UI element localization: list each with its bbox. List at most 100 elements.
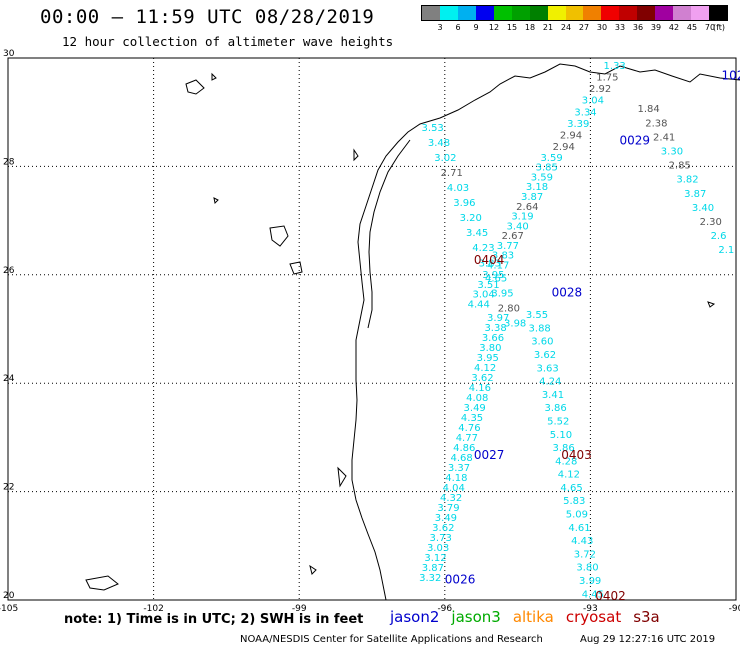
coast-island [213,197,219,205]
legend-swatch [565,6,584,20]
wave-height-value: 2.67 [502,231,524,242]
wave-height-value: 4.65 [560,483,582,494]
wave-height-value: 4.23 [472,243,494,254]
wave-height-value: 1.75 [596,72,618,83]
satellite-label: cryosat [565,608,622,626]
legend-swatch [422,6,440,20]
wave-height-value: 4.17 [487,260,509,271]
wave-height-value: 5.09 [566,510,588,521]
wave-height-value: 3.87 [521,192,543,203]
legend-tick-label: 21 [542,23,554,32]
wave-height-value: 3.55 [526,310,548,321]
coast-island [85,575,119,591]
wave-height-value: 3.77 [497,241,519,252]
legend-tick-label: 27 [578,23,590,32]
wave-height-value: 3.03 [427,543,449,554]
legend-tick-label: 9 [473,23,479,32]
pass-id-label: 0402 [595,589,626,603]
wave-height-value: 3.87 [684,189,706,200]
timestamp-text: Aug 29 12:27:16 UTC 2019 [580,634,716,645]
y-tick-label: 28 [3,157,15,167]
wave-height-value: 3.41 [542,390,564,401]
wave-height-value: 3.83 [479,258,501,269]
legend-tick-label: 12 [488,23,500,32]
satellite-label: altika [512,608,554,626]
wave-height-value: 4.18 [445,473,467,484]
wave-height-value: 3.60 [531,337,553,348]
map-frame [7,57,737,601]
wave-height-value: 3.73 [430,533,452,544]
wave-height-value: 2.85 [669,161,691,172]
wave-height-values: 3.323.873.123.033.733.623.493.794.324.04… [419,61,734,600]
wave-height-value: 3.80 [576,563,598,574]
wave-height-value: 4.24 [539,377,561,388]
y-tick-label: 24 [3,374,15,384]
legend-swatch [583,6,602,20]
legend-swatch [439,6,458,20]
pass-id-label: 1024 [721,69,740,83]
wave-height-value: 4.04 [443,483,465,494]
wave-height-value: 3.88 [529,323,551,334]
x-tick-label: -102 [143,604,163,614]
wave-height-value: 3.34 [574,107,596,118]
legend-swatch [619,6,638,20]
wave-height-value: 3.97 [487,313,509,324]
legend-tick-label: 30 [596,23,608,32]
x-tick-label: -90 [729,604,740,614]
map-subtitle: 12 hour collection of altimeter wave hei… [62,34,394,49]
legend-swatch [637,6,656,20]
wave-height-value: 4.45 [582,589,604,600]
wave-height-value: 4.77 [456,433,478,444]
x-tick-label: -96 [437,604,452,614]
legend-tick-label: 6 [455,23,461,32]
satellite-label: jason2 [390,608,440,626]
satellite-legend: jason2 jason3 altika cryosat s3a [390,608,672,626]
wave-height-value: 3.40 [692,203,714,214]
wave-height-value: 3.32 [419,573,441,584]
wave-height-value: 4.32 [440,493,462,504]
pass-id-label: 0027 [474,448,505,462]
wave-height-value: 4.35 [461,413,483,424]
coast-lake [211,72,217,81]
legend-tick-label: 70 [704,23,716,32]
wave-height-value: 5.83 [563,496,585,507]
legend-tick-label: 42 [668,23,680,32]
barrier-island [367,139,411,329]
wave-height-value: 5.10 [550,430,572,441]
wave-height-value: 3.86 [544,403,566,414]
legend-swatches [421,5,728,21]
wave-height-value: 2.1 [718,245,734,256]
wave-height-value: 3.63 [537,363,559,374]
wave-height-value: 4.43 [571,536,593,547]
wave-height-value: 3.98 [504,318,526,329]
legend-swatch [673,6,692,20]
wave-height-value: 2.94 [553,142,575,153]
wave-height-value: 3.18 [526,182,548,193]
wave-height-value: 3.62 [534,350,556,361]
wave-height-value: 3.48 [428,138,450,149]
wave-height-value: 3.72 [574,549,596,560]
legend-tick-label: 3 [437,23,443,32]
legend-swatch [547,6,566,20]
wave-height-value: 2.71 [441,168,463,179]
legend-swatch [709,6,727,20]
wave-height-value: 3.30 [661,146,683,157]
wave-height-value: 3.40 [506,221,528,232]
wave-height-value: 3.66 [482,333,504,344]
legend-swatch [691,6,709,20]
wave-height-value: 3.59 [540,153,562,164]
pass-id-label: 0029 [620,134,651,148]
wave-height-value: 3.53 [422,123,444,134]
wave-height-value: 3.12 [424,553,446,564]
wave-height-value: 3.37 [448,463,470,474]
wave-height-value: 3.95 [482,270,504,281]
coast-island [707,301,716,308]
mainland-coastline [351,63,740,601]
wave-height-value: 4.68 [450,453,472,464]
legend-swatch [475,6,494,20]
wave-height-value: 3.87 [422,563,444,574]
wave-height-value: 2.41 [653,132,675,143]
wave-height-value: 2.80 [498,303,520,314]
wave-height-value: 3.59 [531,172,553,183]
